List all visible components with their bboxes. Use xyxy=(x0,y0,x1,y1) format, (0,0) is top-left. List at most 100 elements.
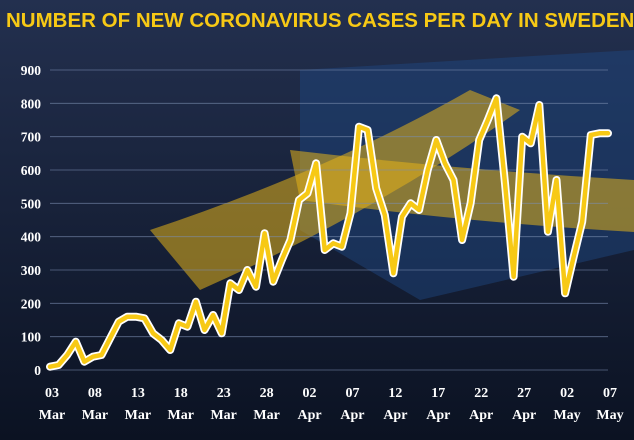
x-tick-month-label: Mar xyxy=(39,408,65,423)
data-point xyxy=(469,201,473,205)
x-tick-day-label: 23 xyxy=(217,386,231,401)
data-point xyxy=(134,315,138,319)
data-point xyxy=(254,285,258,289)
x-tick-day-label: 02 xyxy=(560,386,574,401)
data-point xyxy=(288,238,292,242)
data-point xyxy=(280,258,284,262)
x-tick-month-label: Apr xyxy=(426,408,450,423)
data-point xyxy=(529,141,533,145)
data-point xyxy=(194,300,198,304)
y-tick-label: 800 xyxy=(21,96,42,111)
y-tick-label: 200 xyxy=(21,296,42,311)
data-point xyxy=(125,315,129,319)
data-point xyxy=(366,128,370,132)
data-point xyxy=(48,365,52,369)
data-point xyxy=(314,161,318,165)
data-point xyxy=(117,320,121,324)
x-tick-month-label: Apr xyxy=(297,408,321,423)
data-point xyxy=(56,363,61,367)
x-tick-month-label: Mar xyxy=(125,408,151,423)
x-tick-month-label: Mar xyxy=(82,408,108,423)
data-point xyxy=(168,348,172,352)
data-point xyxy=(211,313,215,317)
data-point xyxy=(554,178,559,182)
data-point xyxy=(503,181,507,185)
data-point xyxy=(99,353,104,357)
x-tick-day-label: 27 xyxy=(517,386,531,401)
data-point xyxy=(443,161,447,165)
data-point xyxy=(520,135,524,139)
x-tick-month-label: Apr xyxy=(512,408,536,423)
y-tick-label: 500 xyxy=(21,196,42,211)
data-point xyxy=(580,220,584,224)
data-point xyxy=(160,338,164,342)
x-tick-month-label: Mar xyxy=(253,408,279,423)
series-cases xyxy=(46,94,612,371)
data-point xyxy=(460,238,464,242)
data-point xyxy=(546,230,550,234)
data-point xyxy=(74,340,78,344)
data-point xyxy=(108,336,112,340)
data-point xyxy=(391,271,395,275)
data-point xyxy=(91,355,95,359)
x-tick-day-label: 18 xyxy=(174,386,188,401)
data-point xyxy=(340,245,344,249)
x-tick-day-label: 08 xyxy=(88,386,102,401)
data-point xyxy=(142,316,147,320)
data-point xyxy=(563,291,567,295)
x-tick-day-label: 28 xyxy=(260,386,274,401)
chart-title: NUMBER OF NEW CORONAVIRUS CASES PER DAY … xyxy=(6,9,634,32)
data-point xyxy=(65,353,69,357)
data-point xyxy=(237,288,241,292)
data-point xyxy=(228,281,232,285)
data-point xyxy=(263,231,267,235)
data-point xyxy=(383,213,387,217)
data-point xyxy=(202,328,207,332)
data-point xyxy=(486,118,490,122)
y-axis: 0 100 200 300 400 500 600 700 800 900 xyxy=(21,63,42,378)
data-point xyxy=(477,138,481,142)
data-point xyxy=(400,215,404,219)
data-point xyxy=(408,201,413,205)
data-point xyxy=(426,168,430,172)
x-tick-day-label: 12 xyxy=(388,386,402,401)
y-tick-label: 900 xyxy=(21,63,42,78)
data-point xyxy=(177,321,181,325)
y-tick-label: 300 xyxy=(21,263,42,278)
y-tick-label: 100 xyxy=(21,330,42,345)
x-tick-month-label: Mar xyxy=(168,408,194,423)
data-point xyxy=(271,280,275,284)
y-tick-label: 0 xyxy=(34,363,41,378)
data-point xyxy=(151,331,155,335)
x-tick-day-label: 03 xyxy=(45,386,59,401)
data-point xyxy=(245,268,250,272)
data-point xyxy=(597,131,602,135)
x-tick-month-label: Apr xyxy=(383,408,407,423)
x-axis: 03 Mar 08 Mar 13 Mar 18 Mar 23 Mar 28 Mar 02 Apr 07 Apr… xyxy=(39,386,624,423)
data-point xyxy=(451,178,456,182)
x-tick-day-label: 17 xyxy=(431,386,445,401)
y-tick-label: 400 xyxy=(21,230,42,245)
data-point xyxy=(185,325,189,329)
data-point xyxy=(589,133,593,137)
x-tick-day-label: 13 xyxy=(131,386,145,401)
data-point xyxy=(357,125,361,129)
data-point xyxy=(572,255,576,259)
data-point xyxy=(537,103,541,107)
data-point xyxy=(348,211,353,215)
x-tick-day-label: 07 xyxy=(345,386,359,401)
y-tick-label: 700 xyxy=(21,130,42,145)
data-point xyxy=(374,186,378,190)
y-tick-label: 600 xyxy=(21,163,42,178)
x-tick-day-label: 02 xyxy=(303,386,317,401)
x-tick-month-label: May xyxy=(596,408,623,423)
data-point xyxy=(220,331,224,335)
data-point xyxy=(305,191,310,195)
x-tick-month-label: Apr xyxy=(469,408,493,423)
data-point xyxy=(606,131,610,135)
data-point xyxy=(434,138,438,142)
x-tick-day-label: 07 xyxy=(603,386,617,401)
x-tick-month-label: May xyxy=(553,408,580,423)
